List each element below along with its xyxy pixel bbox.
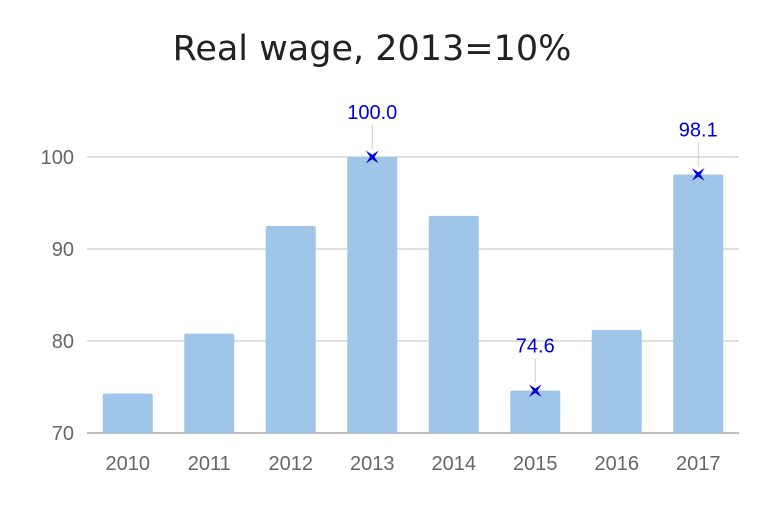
x-tick-label: 2013 [350, 453, 395, 475]
y-axis-ticks: 70 80 90 100 [41, 147, 74, 445]
x-tick-label: 2012 [269, 453, 314, 475]
bar-2010 [102, 393, 153, 433]
bar-2011 [184, 333, 235, 433]
bar-2015 [510, 390, 561, 433]
annotations: 100.0 74.6 98.1 [347, 102, 718, 398]
data-label-2015: 74.6 [516, 336, 555, 358]
x-tick-label: 2016 [595, 453, 640, 475]
data-label-2013: 100.0 [347, 102, 397, 124]
x-tick-label: 2017 [676, 453, 721, 475]
y-tick-label: 90 [52, 239, 74, 261]
bar-2016 [591, 329, 642, 433]
star-icon [528, 384, 542, 398]
x-tick-label: 2010 [106, 453, 151, 475]
y-tick-label: 100 [41, 147, 74, 169]
star-icon [365, 150, 379, 164]
data-label-2017: 98.1 [679, 119, 718, 141]
x-tick-label: 2015 [513, 453, 558, 475]
chart-title: Real wage, 2013=10% [173, 29, 572, 69]
x-tick-label: 2014 [432, 453, 477, 475]
bar-2013 [347, 157, 398, 433]
bar-2014 [428, 215, 479, 433]
y-tick-label: 80 [52, 331, 74, 353]
y-tick-label: 70 [52, 423, 74, 445]
bar-2017 [673, 174, 724, 434]
x-axis-ticks: 2010 2011 2012 2013 2014 2015 2016 2017 [106, 453, 721, 475]
x-tick-label: 2011 [188, 453, 231, 475]
bar-2012 [265, 226, 316, 433]
bars [102, 157, 724, 434]
star-icon [691, 168, 705, 181]
